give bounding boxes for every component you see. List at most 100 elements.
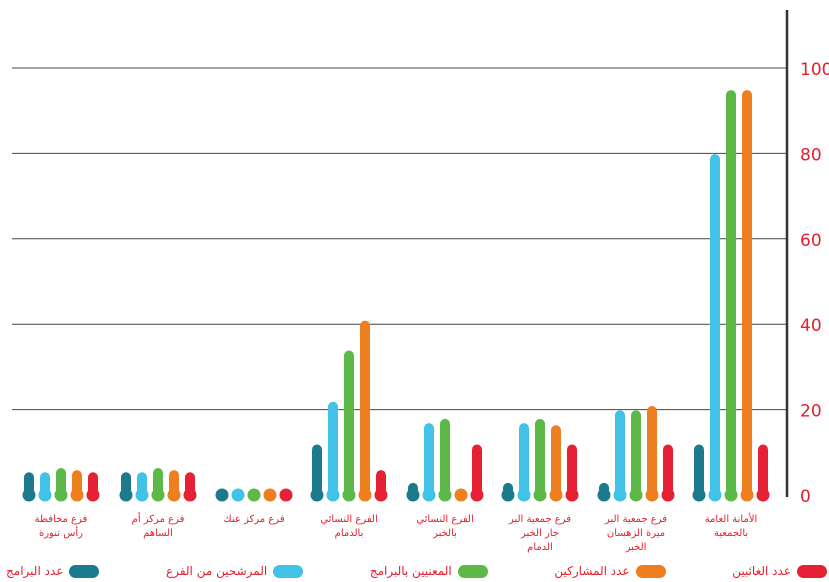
legend: عدد الغائبين عدد المشاركين المعنيين بالبرا… [0,560,829,582]
bar-base-dot [22,488,36,502]
bar-base-dot [183,488,197,502]
bar [726,90,736,495]
bar-base-dot [167,488,181,502]
category-label: الأمانة العامة [705,512,758,525]
legend-item: عدد المشاركين [554,564,666,578]
bar-base-dot [661,488,675,502]
bar-base-dot [54,488,68,502]
bar-base-dot [549,488,563,502]
bar [344,350,354,495]
bar-base-dot [279,488,293,502]
bar-base-dot [517,488,531,502]
bar-base-dot [135,488,149,502]
bar-base-dot [438,488,452,502]
legend-label: عدد البرامج [6,564,64,578]
bar-base-dot [263,488,277,502]
bar-base-dot [533,488,547,502]
category-label: جار الخبر [520,528,559,539]
category-label: الخبر [625,542,647,553]
y-tick-label: 100 [800,60,829,80]
category-label: رأس تنورة [39,526,83,539]
bar-base-dot [310,488,324,502]
bar-base-dot [645,488,659,502]
y-tick-label: 20 [800,402,822,422]
legend-label: المرشحين من الفرع [166,564,268,578]
bar-base-dot [342,488,356,502]
y-tick-label: 60 [800,231,822,251]
bar [56,467,66,495]
bar-base-dot [70,488,84,502]
bar-base-dot [565,488,579,502]
category-label: الفرع النسائي [416,514,473,525]
bar [328,401,338,495]
bar [519,423,529,495]
y-tick-label: 40 [800,316,822,336]
bar [694,444,704,495]
bar-base-dot [86,488,100,502]
bar [631,410,641,495]
legend-label: عدد المشاركين [554,564,630,578]
bar-base-dot [613,488,627,502]
bar [567,444,577,495]
bar-base-dot [724,488,738,502]
bar [663,444,673,495]
grid-lines [12,67,786,411]
bar-base-dot [470,488,484,502]
category-label: بالدمام [335,528,364,539]
legend-item: المعنيين بالبرامج [370,564,488,578]
y-tick-label: 80 [800,145,822,165]
bar [647,406,657,495]
y-axis-tick-labels: 0 20 40 60 80 100 [800,60,829,507]
bar [153,467,163,495]
category-label: بالخبر [432,528,457,539]
bar-base-dot [597,488,611,502]
legend-swatch [457,564,488,578]
bar [551,425,561,495]
category-labels: الأمانة العامة بالجمعية فرع جمعية البر ميرة… [35,512,758,553]
bar-base-dot [740,488,754,502]
bar-base-dot [358,488,372,502]
bar [758,444,768,495]
category-label: فرع جمعية البر [604,514,667,525]
bar [376,470,386,495]
bar-base-dot [151,488,165,502]
bar-base-dot [119,488,133,502]
bar [440,418,450,495]
bar-chart: 0 20 40 60 80 100 الأمانة العامة بالجمعية فرع ج… [12,10,829,553]
category-label: الساهم [143,528,173,539]
legend-label: المعنيين بالبرامج [369,564,452,578]
bar-base-dot [326,488,340,502]
bar-base-dot [708,488,722,502]
bar [742,90,752,495]
legend-item: المرشحين من الفرع [166,564,304,578]
category-label: بالجمعية [714,528,748,539]
category-label: الفرع النسائي [320,514,377,525]
bar [72,470,82,495]
bar-base-dot [422,488,436,502]
category-label: الدمام [527,542,553,553]
bar-base-dot [231,488,245,502]
bar [169,470,179,495]
legend-item: عدد البرامج [6,564,100,578]
bar-base-dot [406,488,420,502]
bar [710,154,720,495]
bar [535,418,545,495]
bar [360,320,370,495]
bar [472,444,482,495]
legend-label: عدد الغائبين [732,564,791,578]
legend-swatch [635,564,666,578]
bar-base-dot [454,488,468,502]
category-label: فرع محافظة [35,514,88,525]
bar-base-dot [501,488,515,502]
bar-base-dot [692,488,706,502]
category-label: ميرة الزهسان [607,528,665,539]
bar-base-dot [374,488,388,502]
bar [615,410,625,495]
legend-swatch [273,564,304,578]
legend-swatch [797,564,827,578]
y-tick-label: 0 [800,487,811,507]
bar [312,444,322,495]
bars [22,90,770,502]
bar-base-dot [215,488,229,502]
category-label: فرع جمعية البر [508,514,571,525]
